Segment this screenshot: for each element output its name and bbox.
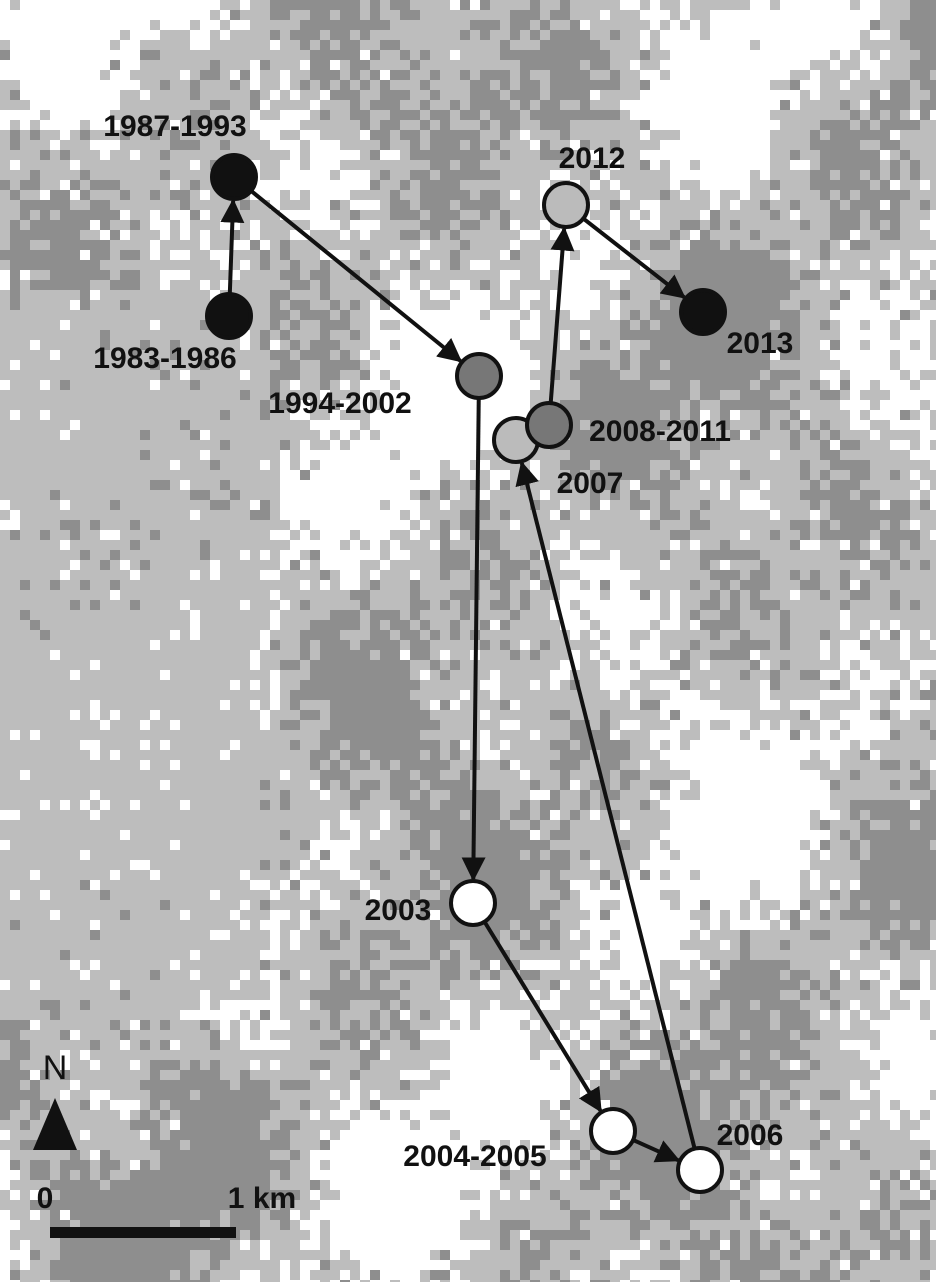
route-arrow	[220, 198, 245, 295]
location-label: 1983-1986	[93, 342, 236, 375]
route-arrow	[582, 216, 686, 299]
route-arrow	[249, 189, 463, 363]
route-arrow	[548, 226, 575, 404]
locations: 1983-1986 1987-1993 1994-2002 2003 2004-2005…	[93, 110, 794, 1194]
location-marker	[679, 288, 727, 336]
scale-end: 1 km	[228, 1182, 296, 1215]
scale-bar	[50, 1227, 236, 1238]
location-label: 1994-2002	[268, 387, 411, 420]
location-marker	[676, 1146, 724, 1194]
location-label: 2013	[727, 327, 794, 360]
route-arrow	[482, 920, 603, 1113]
location-marker	[455, 352, 503, 400]
route-arrow	[461, 397, 486, 882]
location-label: 1987-1993	[103, 110, 246, 143]
route-arrow	[632, 1138, 681, 1163]
location-label: 2008-2011	[589, 415, 731, 448]
route-arrow	[515, 460, 697, 1150]
location-marker	[542, 181, 590, 229]
scale-start: 0	[37, 1182, 54, 1215]
location-label: 2006	[717, 1119, 784, 1152]
location-marker	[449, 879, 497, 927]
location-label: 2012	[559, 142, 626, 175]
north-label: N	[43, 1049, 68, 1087]
location-marker	[210, 153, 258, 201]
north-arrow	[33, 1098, 77, 1150]
location-marker	[205, 292, 253, 340]
location-marker	[525, 401, 573, 449]
location-label: 2003	[365, 894, 432, 927]
location-label: 2004-2005	[403, 1140, 546, 1173]
location-label: 2007	[557, 467, 624, 500]
location-marker	[589, 1107, 637, 1155]
route	[220, 189, 697, 1163]
